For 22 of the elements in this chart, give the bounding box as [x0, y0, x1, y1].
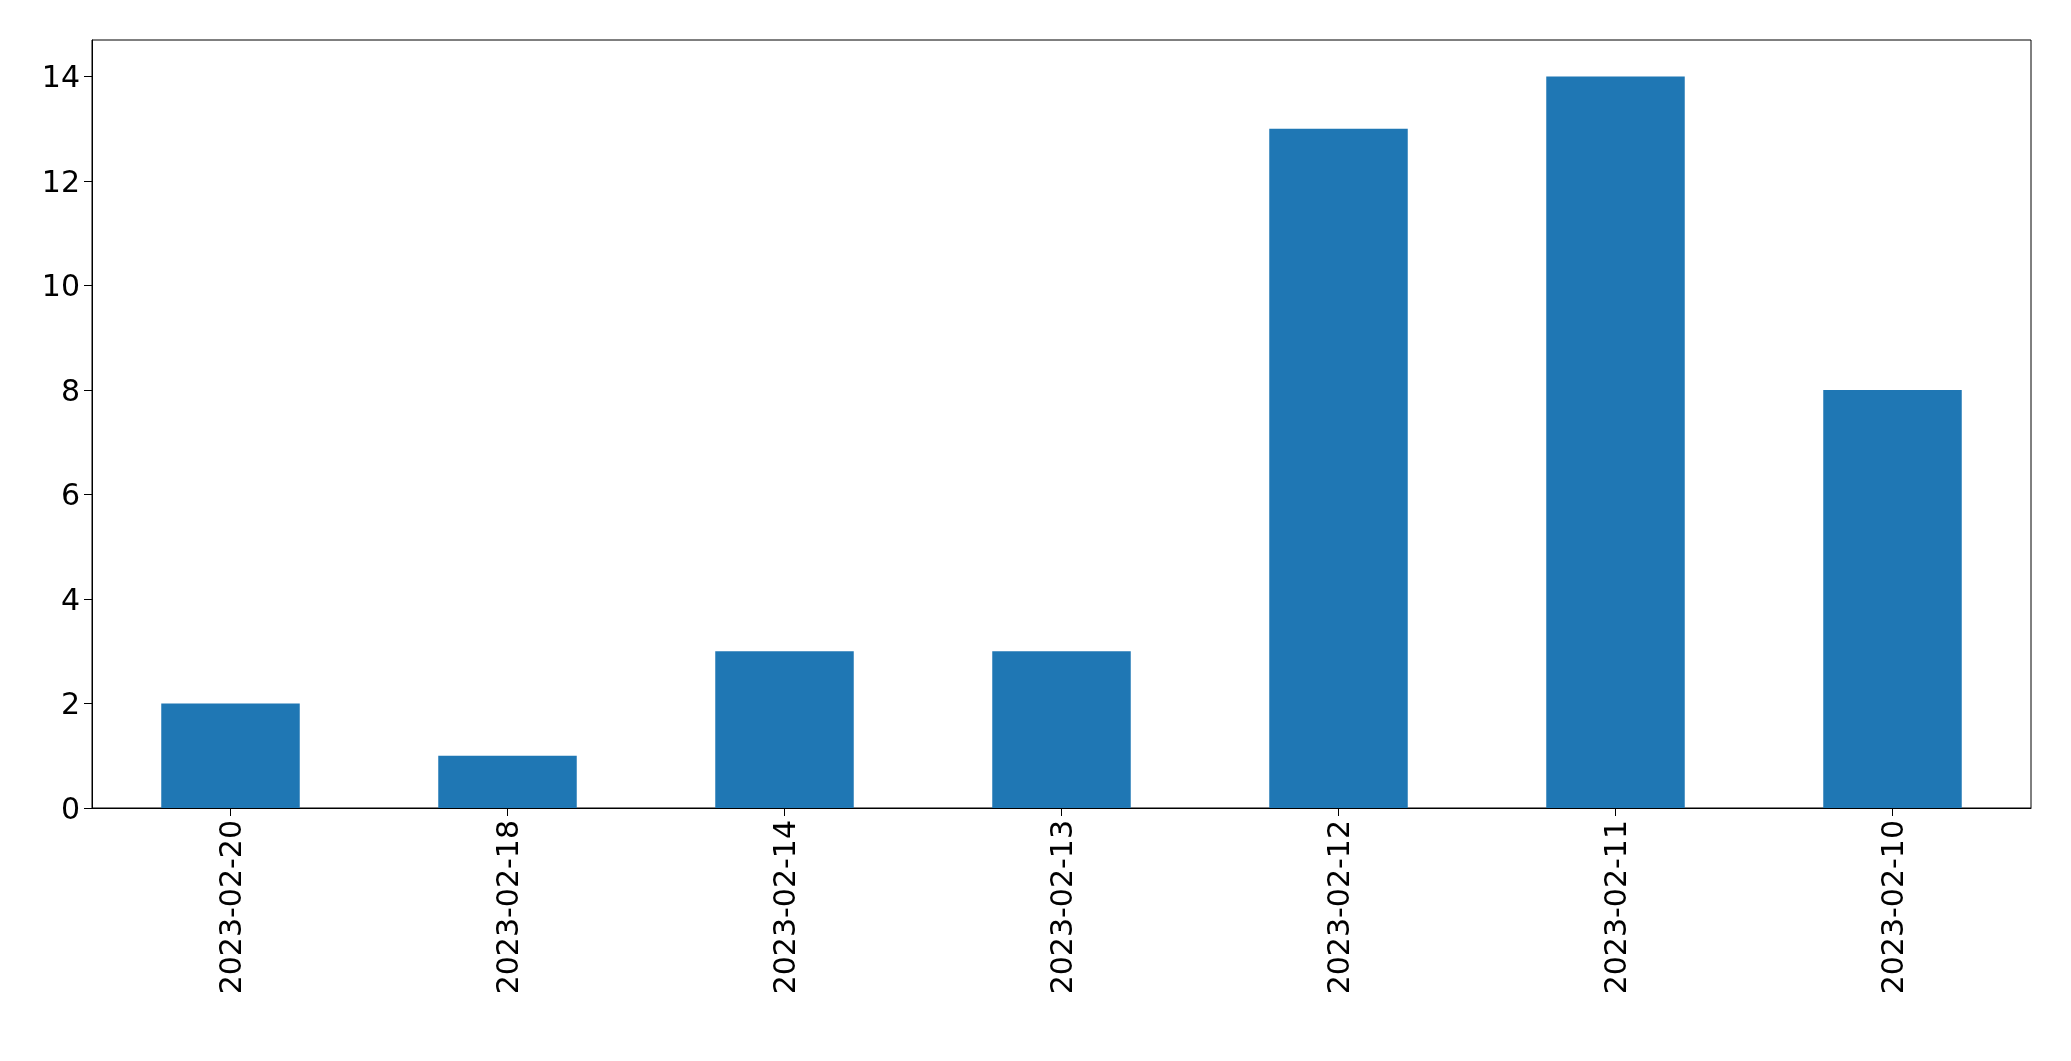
y-tick-label: 2: [60, 686, 80, 722]
bar: [1823, 390, 1962, 808]
y-tick-label: 14: [41, 59, 80, 95]
x-tick-label: 2023-02-20: [213, 820, 248, 995]
x-tick-label: 2023-02-18: [490, 820, 525, 995]
bar: [1546, 76, 1685, 808]
x-tick-label: 2023-02-11: [1598, 820, 1633, 995]
y-tick-label: 12: [41, 163, 80, 199]
x-tick-label: 2023-02-14: [767, 820, 802, 995]
x-tick-label: 2023-02-12: [1321, 820, 1356, 995]
y-tick-label: 10: [41, 268, 80, 304]
y-tick-label: 8: [60, 372, 80, 408]
y-tick-label: 4: [60, 581, 80, 617]
y-tick-label: 0: [60, 790, 80, 826]
bar: [992, 651, 1131, 808]
x-tick-label: 2023-02-13: [1044, 820, 1079, 995]
x-tick-label: 2023-02-10: [1875, 820, 1910, 995]
y-tick-label: 6: [60, 477, 80, 513]
bar: [1269, 128, 1408, 808]
bar: [161, 703, 300, 808]
bar: [715, 651, 854, 808]
bar: [438, 755, 577, 808]
